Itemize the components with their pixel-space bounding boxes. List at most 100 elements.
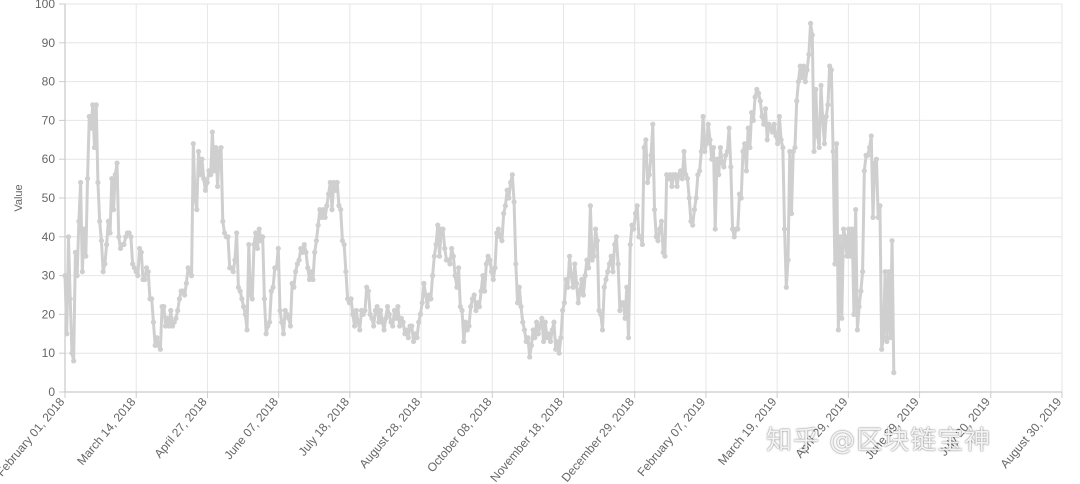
data-point (218, 144, 224, 151)
data-point (365, 288, 372, 294)
x-tick-label: February 01, 2018 (0, 395, 68, 479)
data-point (764, 137, 770, 143)
data-point (367, 311, 373, 317)
data-point (501, 210, 507, 217)
data-point (95, 179, 101, 186)
data-point (206, 168, 212, 174)
data-point (823, 113, 829, 120)
data-point (284, 311, 290, 317)
data-point (142, 276, 148, 283)
data-point (780, 144, 786, 151)
data-point (145, 269, 151, 275)
data-point (476, 304, 483, 310)
data-point (431, 253, 437, 259)
data-point (329, 207, 335, 213)
data-point (360, 311, 366, 317)
data-point (419, 300, 425, 306)
data-point (442, 245, 448, 252)
data-point (587, 203, 593, 209)
data-point (482, 288, 488, 294)
data-point (180, 288, 186, 294)
data-point (91, 144, 98, 151)
data-point (832, 261, 838, 267)
data-point (426, 292, 432, 298)
data-point (383, 315, 389, 321)
data-point (516, 284, 522, 290)
data-point (608, 253, 614, 259)
data-point (724, 148, 730, 155)
data-point (880, 335, 887, 341)
x-tick-label: November 18, 2018 (487, 395, 566, 484)
data-point (126, 230, 132, 236)
data-point (509, 172, 515, 178)
data-point (582, 273, 588, 279)
data-point (553, 346, 559, 352)
data-point (551, 319, 557, 325)
data-point (596, 307, 602, 314)
data-point (268, 288, 274, 294)
data-point (102, 261, 108, 267)
data-point (573, 280, 580, 286)
data-point (641, 144, 647, 151)
data-point (721, 164, 727, 170)
data-point (752, 94, 758, 100)
data-point (263, 331, 269, 337)
data-point (67, 296, 73, 302)
data-point (414, 335, 420, 341)
data-point (511, 199, 517, 205)
data-point (891, 370, 897, 376)
data-point (69, 350, 75, 356)
data-point (221, 230, 228, 236)
data-point (487, 257, 493, 263)
data-point (580, 292, 587, 298)
data-point (646, 172, 652, 178)
data-point (811, 148, 817, 155)
data-point (433, 241, 439, 248)
data-point (123, 234, 129, 240)
data-point (690, 222, 696, 228)
data-point (128, 234, 134, 240)
data-point (485, 253, 491, 259)
data-point (185, 265, 191, 271)
data-point (395, 304, 401, 310)
data-point (372, 307, 378, 314)
data-point (208, 172, 214, 178)
data-point (459, 307, 465, 314)
x-tick-label: February 07, 2019 (634, 395, 708, 479)
data-point (195, 148, 202, 155)
data-point (435, 222, 441, 228)
data-point (854, 327, 861, 333)
data-point (814, 133, 821, 139)
data-point (858, 288, 864, 294)
data-point (702, 148, 708, 155)
data-point (211, 168, 217, 174)
data-point (305, 265, 311, 271)
data-point (535, 331, 541, 337)
data-point (107, 230, 113, 236)
data-point (554, 338, 561, 345)
data-point (225, 234, 231, 240)
data-point (364, 284, 370, 290)
data-point (400, 319, 406, 325)
data-point (872, 160, 878, 166)
data-point (849, 226, 855, 232)
data-point (173, 315, 179, 321)
data-point (416, 319, 422, 325)
data-point (350, 311, 356, 317)
data-point (293, 269, 299, 275)
data-point (691, 207, 698, 213)
data-point (312, 249, 318, 255)
data-point (750, 117, 756, 123)
data-point (462, 319, 469, 325)
data-point (639, 241, 645, 248)
data-point (873, 156, 880, 162)
data-point (379, 319, 385, 325)
data-point (771, 121, 777, 127)
data-point (835, 327, 841, 333)
data-point (187, 269, 193, 275)
data-point (530, 327, 536, 333)
data-point (471, 292, 477, 298)
y-tick-label: 90 (42, 36, 56, 50)
data-point (650, 121, 656, 127)
data-point (412, 331, 418, 337)
